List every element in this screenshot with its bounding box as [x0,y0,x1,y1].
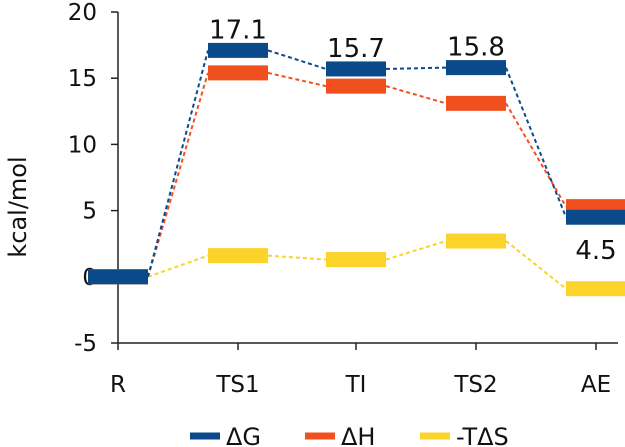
energy-level-bar [446,95,506,111]
legend-label: ΔH [341,423,375,447]
x-tick-label: TI [345,372,367,398]
legend: ΔG ΔH -TΔS [190,423,509,447]
x-tick-label: TS2 [453,372,497,398]
series-ts [88,233,625,297]
data-label: 15.8 [447,33,505,63]
axes: -505101520RTS1TITS2AE [68,0,618,398]
data-label: 15.7 [327,34,385,64]
connector-line [385,85,447,105]
legend-item: ΔG [190,423,261,447]
connector-line [267,71,327,88]
series-h [88,65,625,285]
connector-line [147,50,209,278]
energy-level-bar [326,78,386,94]
energy-level-bar [88,269,148,285]
connector-line [385,240,447,261]
connector-line [267,49,327,70]
energy-level-bar [326,252,386,268]
legend-label: ΔG [226,423,261,447]
connector-line [505,67,567,218]
x-tick-label: R [110,372,126,398]
energy-level-bar [566,281,625,297]
energy-level-bar [208,42,268,58]
legend-item: ΔH [305,423,375,447]
y-axis-title: kcal/mol [4,156,32,257]
energy-level-bar [446,60,506,76]
energy-level-bar [208,248,268,264]
series-g [88,42,625,285]
plot-area [88,42,625,297]
connector-line [147,254,209,278]
data-label: 4.5 [575,236,616,266]
energy-level-bar [566,209,625,225]
legend-item: -TΔS [420,423,509,447]
data-labels: 17.1 15.7 15.8 4.5 [209,15,617,266]
legend-label: -TΔS [456,423,509,447]
data-label: 17.1 [209,15,267,45]
energy-level-bar [208,65,268,81]
y-tick-label: 20 [68,0,97,26]
y-tick-label: 5 [82,199,97,225]
x-tick-label: TS1 [215,372,259,398]
y-tick-label: 15 [68,66,97,92]
energy-level-bar [446,233,506,249]
connector-line [505,102,567,208]
connector-line [385,66,447,70]
y-tick-label: -5 [74,331,97,357]
connector-line [267,254,327,261]
x-tick-label: AE [581,372,611,398]
connector-line [505,240,567,290]
energy-level-bar [326,61,386,77]
y-tick-label: 10 [68,132,97,158]
